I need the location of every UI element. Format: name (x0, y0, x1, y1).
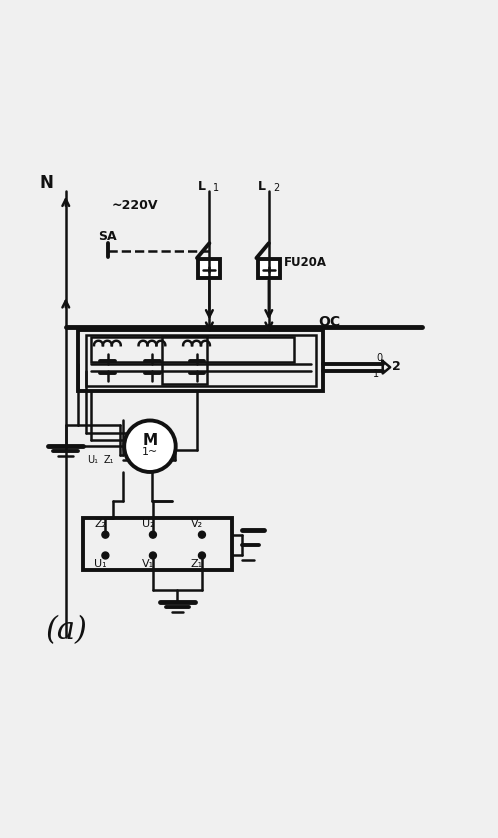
Text: U₂: U₂ (141, 520, 154, 530)
Bar (199, 259, 220, 278)
Circle shape (102, 552, 109, 559)
Text: 1~: 1~ (142, 447, 158, 458)
Circle shape (102, 531, 109, 538)
Bar (91, 337, 293, 362)
Text: 1: 1 (373, 369, 379, 379)
Bar (78, 330, 323, 391)
Text: 2: 2 (391, 360, 400, 373)
Text: V₁: V₁ (142, 560, 154, 569)
Circle shape (124, 421, 176, 472)
Bar (162, 336, 207, 385)
Text: 2: 2 (273, 184, 279, 194)
Text: U₁: U₁ (94, 560, 107, 569)
Text: ~220V: ~220V (112, 199, 158, 212)
Text: Z₂: Z₂ (94, 520, 107, 530)
Text: Z₁: Z₁ (191, 560, 203, 569)
Text: OC: OC (318, 315, 341, 328)
Text: L: L (257, 179, 265, 193)
Bar (83, 518, 232, 570)
Text: U₁: U₁ (88, 454, 99, 464)
Bar (86, 335, 316, 385)
Text: SA: SA (98, 230, 117, 243)
Text: V₂: V₂ (191, 520, 203, 530)
Text: N: N (39, 174, 53, 192)
Text: 1: 1 (213, 184, 220, 194)
Text: M: M (142, 432, 157, 447)
Text: 0: 0 (376, 353, 382, 363)
Circle shape (149, 552, 156, 559)
Text: (a): (a) (46, 615, 88, 646)
Bar (258, 259, 280, 278)
Text: L: L (198, 179, 206, 193)
Text: FU20A: FU20A (284, 256, 327, 270)
Text: U₂: U₂ (140, 454, 151, 464)
Text: Z₁: Z₁ (104, 454, 115, 464)
Circle shape (149, 531, 156, 538)
Text: V₁: V₁ (158, 454, 169, 464)
Circle shape (199, 552, 205, 559)
Circle shape (199, 531, 205, 538)
